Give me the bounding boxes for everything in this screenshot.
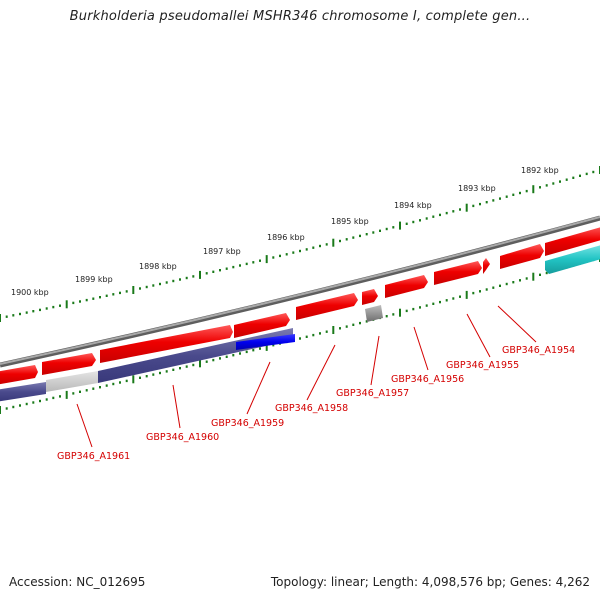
gene-feature[interactable] [234,313,290,338]
kbp-label-1892: 1892 kbp [521,166,559,175]
gene-feature[interactable] [362,289,378,305]
gene-label[interactable]: GBP346_A1958 [275,403,348,414]
gene-feature-grey[interactable] [365,305,383,322]
gene-feature[interactable] [296,293,358,320]
kbp-label-1896: 1896 kbp [267,233,305,242]
gene-feature[interactable] [545,226,600,256]
gene-label[interactable]: GBP346_A1954 [502,345,575,356]
kbp-labels: 1892 kbp 1893 kbp 1894 kbp 1895 kbp 1896… [11,166,559,297]
gene-label[interactable]: GBP346_A1959 [211,418,284,429]
kbp-label-1897: 1897 kbp [203,247,241,256]
kbp-label-1893: 1893 kbp [458,184,496,193]
gene-feature[interactable] [483,258,490,274]
gene-label[interactable]: GBP346_A1961 [57,451,130,462]
kbp-label-1899: 1899 kbp [75,275,113,284]
gene-feature[interactable] [500,244,544,269]
gene-feature-reverse[interactable] [0,382,46,402]
gene-label[interactable]: GBP346_A1960 [146,432,219,443]
gene-feature[interactable] [42,353,96,375]
topology-text: Topology: linear; Length: 4,098,576 bp; … [270,575,590,589]
genome-backbone-highlight [0,216,600,365]
gene-feature[interactable] [0,365,38,385]
kbp-label-1895: 1895 kbp [331,217,369,226]
gene-feature-cyan[interactable] [545,244,600,274]
kbp-label-1894: 1894 kbp [394,201,432,210]
gene-label[interactable]: GBP346_A1957 [336,388,409,399]
gene-label[interactable]: GBP346_A1955 [446,360,519,371]
gene-feature[interactable] [385,275,428,298]
forward-strand-genes [0,226,600,385]
gene-feature[interactable] [100,325,233,363]
gene-feature-selected[interactable] [236,334,295,350]
gene-feature-reverse-light[interactable] [46,371,98,392]
kbp-label-1898: 1898 kbp [139,262,177,271]
kbp-label-1900: 1900 kbp [11,288,49,297]
gene-labels: GBP346_A1954 GBP346_A1955 GBP346_A1956 G… [57,345,575,462]
accession-text: Accession: NC_012695 [9,575,146,589]
reverse-strand-genes [0,244,600,402]
gene-feature[interactable] [434,261,482,285]
label-leader-lines [76,305,537,448]
page-title: Burkholderia pseudomallei MSHR346 chromo… [69,9,531,24]
gene-label[interactable]: GBP346_A1956 [391,374,464,385]
scale-ruler-top [0,166,600,322]
